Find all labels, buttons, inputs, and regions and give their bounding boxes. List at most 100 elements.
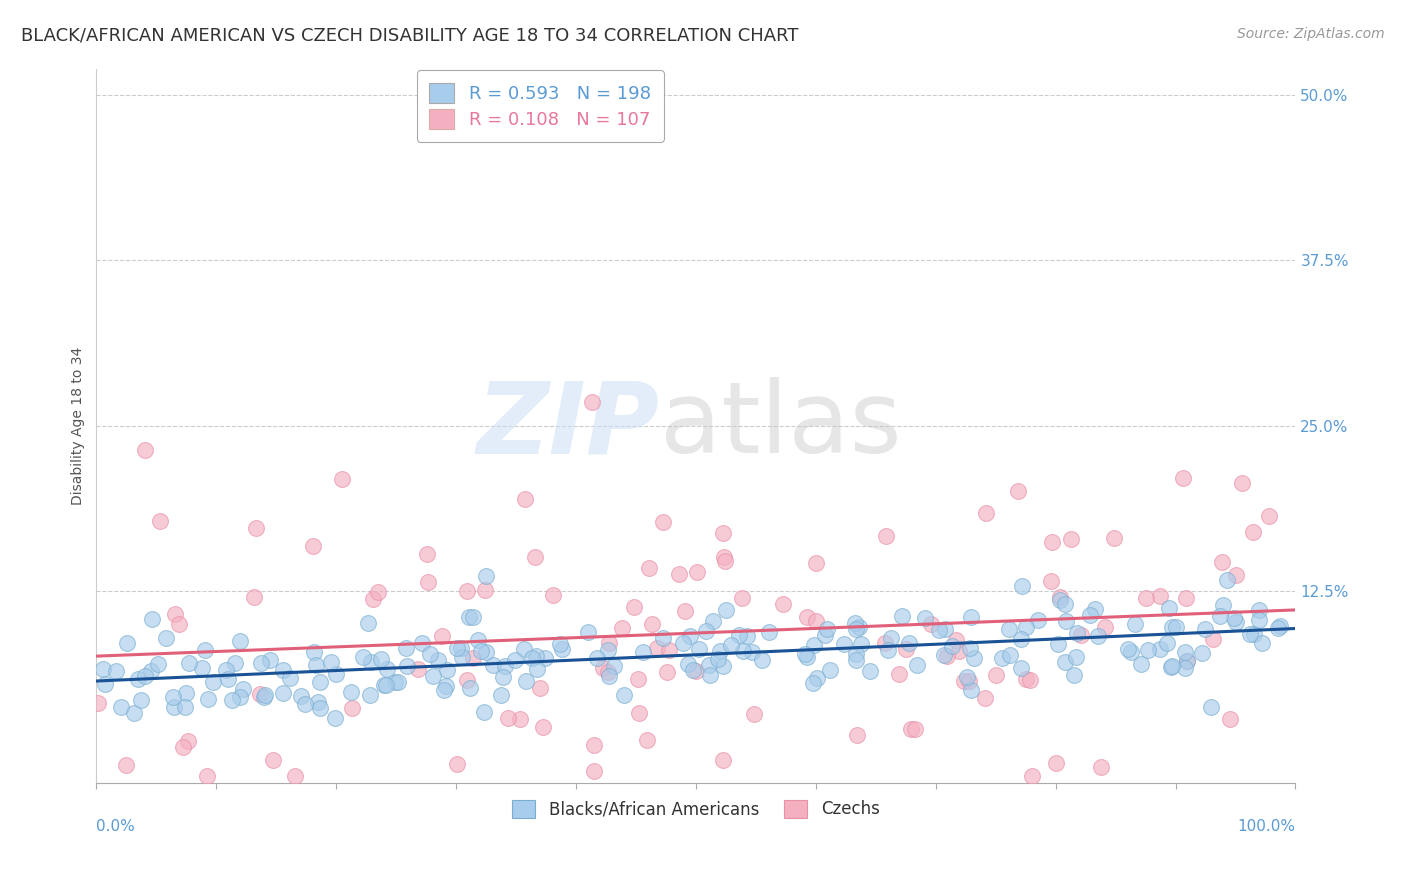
Point [959,673,981,688]
Point [1083,602,1105,616]
Point [891,609,914,624]
Point [1174,661,1197,675]
Point [894,642,917,657]
Point [475,569,498,583]
Point [873,636,896,650]
Point [645,640,668,655]
Point [375,677,398,691]
Point [1239,627,1261,641]
Point [224,656,246,670]
Text: 100.0%: 100.0% [1237,819,1295,834]
Point [844,615,866,630]
Point [1223,611,1246,625]
Point [806,556,828,570]
Point [323,711,346,725]
Point [177,734,200,748]
Point [515,674,537,689]
Point [197,692,219,706]
Point [1250,636,1272,650]
Point [1174,645,1197,659]
Point [361,592,384,607]
Point [217,672,239,686]
Point [467,632,489,647]
Text: atlas: atlas [659,377,901,475]
Point [411,636,433,650]
Point [695,624,717,639]
Text: ZIP: ZIP [477,377,659,475]
Point [1161,658,1184,673]
Point [1161,620,1184,634]
Point [1054,615,1077,629]
Point [1137,643,1160,657]
Point [900,723,922,737]
Point [945,632,967,647]
Point [1216,573,1239,587]
Point [801,675,824,690]
Point [686,565,709,579]
Point [714,553,737,567]
Point [1243,627,1265,641]
Point [419,648,441,662]
Point [305,658,328,673]
Point [960,683,983,698]
Y-axis label: Disability Age 18 to 34: Disability Age 18 to 34 [72,347,86,505]
Point [325,666,347,681]
Point [603,659,626,673]
Point [991,650,1014,665]
Point [1118,642,1140,657]
Point [458,681,481,695]
Point [155,632,177,646]
Point [221,693,243,707]
Point [672,635,695,649]
Point [699,667,721,681]
Point [202,674,225,689]
Point [796,610,818,624]
Point [682,663,704,677]
Point [844,653,866,667]
Point [758,625,780,640]
Point [1064,649,1087,664]
Point [974,506,997,520]
Point [1054,655,1077,669]
Point [370,652,392,666]
Point [384,675,406,690]
Point [1066,625,1088,640]
Point [526,662,548,676]
Point [1173,471,1195,485]
Point [141,612,163,626]
Point [1018,673,1040,688]
Point [163,699,186,714]
Point [711,753,734,767]
Point [1149,589,1171,603]
Point [1211,554,1233,568]
Point [598,642,620,657]
Point [934,622,956,636]
Point [1175,591,1198,606]
Point [1243,524,1265,539]
Point [1159,601,1181,615]
Point [177,656,200,670]
Point [294,697,316,711]
Point [250,656,273,670]
Point [1094,620,1116,634]
Point [191,661,214,675]
Point [875,529,897,543]
Point [458,610,481,624]
Point [953,673,976,688]
Point [1212,598,1234,612]
Point [631,645,654,659]
Point [357,616,380,631]
Point [149,515,172,529]
Point [134,442,156,457]
Point [1208,608,1230,623]
Point [273,663,295,677]
Point [1191,646,1213,660]
Point [928,624,950,638]
Point [578,624,600,639]
Point [406,662,429,676]
Point [1049,591,1071,605]
Point [254,689,277,703]
Point [494,658,516,673]
Point [848,620,870,634]
Point [475,645,498,659]
